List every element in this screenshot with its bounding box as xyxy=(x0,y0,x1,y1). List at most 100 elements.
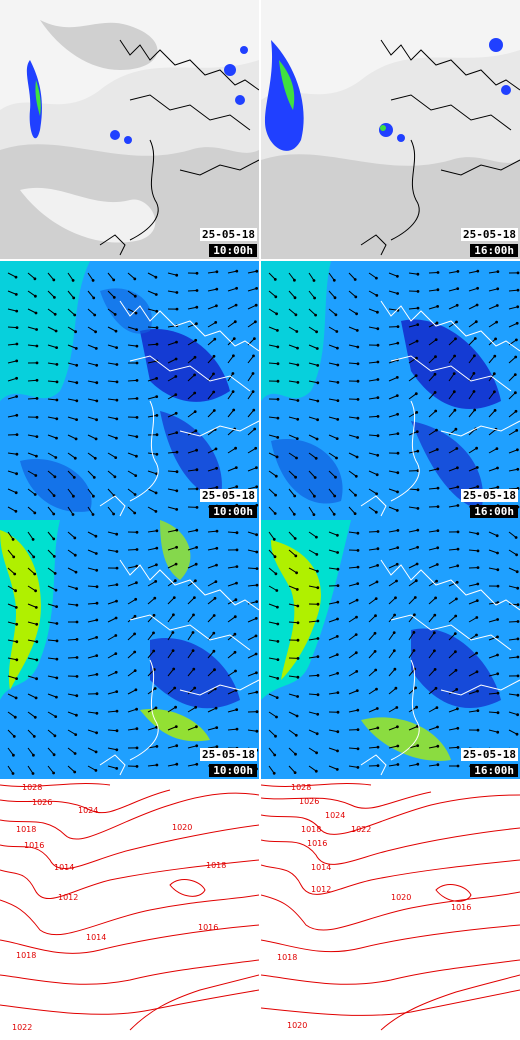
wind-arrow xyxy=(147,488,157,494)
wind-arrow xyxy=(47,567,56,574)
wind-arrow xyxy=(227,633,236,641)
wind-arrow xyxy=(187,449,197,454)
wind-arrow xyxy=(167,432,177,436)
wind-arrow xyxy=(47,639,58,642)
wind-arrow-head xyxy=(34,311,38,315)
wind-arrow xyxy=(7,396,17,400)
wind-arrow-head xyxy=(95,601,99,605)
wind-arrow xyxy=(428,614,436,623)
wind-arrow xyxy=(207,547,217,551)
wind-arrow-head xyxy=(174,375,178,378)
wind-arrow-head xyxy=(415,411,419,414)
wind-arrow-head xyxy=(92,494,95,498)
wind-arrow xyxy=(207,448,217,454)
forecast-date-label: 25-05-18 xyxy=(461,228,518,241)
wind-arrow-head xyxy=(276,416,280,420)
isobar-label: 1012 xyxy=(311,885,331,894)
wind-arrow-head xyxy=(475,599,479,602)
wind-arrow-head xyxy=(296,381,300,384)
wind-arrow-head xyxy=(195,468,199,472)
wind-arrow xyxy=(207,410,215,418)
wind-arrow-head xyxy=(392,649,396,653)
wind-arrow xyxy=(508,656,518,659)
wind-arrow-head xyxy=(472,390,476,393)
wind-arrow xyxy=(328,416,338,420)
wind-arrow xyxy=(388,272,398,277)
wind-arrow xyxy=(328,729,338,733)
wind-arrow-head xyxy=(436,725,439,729)
wind-arrow xyxy=(47,434,57,439)
wind-arrow-head xyxy=(516,288,520,292)
wind-arrow-head xyxy=(376,547,380,551)
wind-arrow xyxy=(508,392,516,400)
wind-arrow-head xyxy=(376,745,380,749)
wind-arrow-head xyxy=(192,667,196,671)
wind-arrow xyxy=(288,470,296,478)
wind-arrow xyxy=(107,691,117,695)
wind-arrow-head xyxy=(455,688,459,691)
wind-arrow-head xyxy=(496,568,500,572)
wind-arrow-head xyxy=(296,695,299,698)
wind-arrow xyxy=(488,619,498,623)
wind-arrow-head xyxy=(115,709,119,713)
wind-arrow xyxy=(167,376,177,382)
panel-divider xyxy=(259,0,261,1040)
wind-arrow xyxy=(227,287,237,292)
wind-arrow xyxy=(308,585,318,589)
forecast-time-label: 10:00h xyxy=(209,505,257,518)
wind-arrow xyxy=(187,430,197,436)
wind-arrow xyxy=(328,765,338,770)
wind-arrow-head xyxy=(255,567,259,570)
wind-arrow-head xyxy=(496,270,500,274)
satellite-map xyxy=(261,0,520,259)
satellite-map xyxy=(0,0,259,259)
wind-arrow-head xyxy=(435,563,439,566)
wind-arrow xyxy=(368,688,377,695)
wind-arrow xyxy=(328,434,338,440)
wind-arrow xyxy=(468,304,478,310)
wind-arrow-head xyxy=(472,372,476,375)
wind-arrow-head xyxy=(91,513,95,516)
wind-arrow-head xyxy=(376,378,380,381)
wind-arrow xyxy=(308,362,318,366)
wind-arrow xyxy=(67,398,77,402)
wind-arrow xyxy=(408,307,419,310)
wind-arrow-head xyxy=(516,586,520,590)
wind-arrow xyxy=(187,323,197,328)
wind-arrow-head xyxy=(231,372,235,375)
wind-arrow-head xyxy=(276,677,280,680)
wind-arrow xyxy=(87,290,95,299)
wind-arrow-head xyxy=(75,363,79,367)
wind-arrow-head xyxy=(395,509,399,512)
wind-arrow xyxy=(368,746,379,749)
wind-arrow xyxy=(448,727,458,731)
wind-arrow xyxy=(187,411,196,418)
wind-arrow-head xyxy=(232,337,236,340)
wind-arrow-head xyxy=(416,744,420,748)
wind-arrow-head xyxy=(376,360,380,364)
wind-arrow xyxy=(448,548,459,551)
wind-arrow xyxy=(87,567,97,571)
isobar-label: 1016 xyxy=(24,841,44,850)
wind-arrow xyxy=(27,675,37,680)
wind-arrow-head xyxy=(74,347,78,350)
wind-arrow-head xyxy=(232,354,235,358)
wind-arrow xyxy=(368,581,378,587)
wind-arrow-head xyxy=(193,596,196,599)
wind-arrow-head xyxy=(135,328,139,331)
wind-arrow xyxy=(87,531,97,537)
wind-arrow xyxy=(207,429,216,436)
wind-arrow xyxy=(508,322,518,328)
wind-arrow-head xyxy=(254,652,258,656)
wind-arrow xyxy=(308,506,315,515)
wind-arrow-head xyxy=(14,491,18,495)
wind-arrow-head xyxy=(15,433,19,437)
wind-gust-map xyxy=(0,520,259,779)
wind-arrow-head xyxy=(115,729,119,733)
wind-arrow-head xyxy=(75,620,79,624)
wind-arrow xyxy=(147,272,157,278)
wind-arrow-head xyxy=(453,354,457,358)
wind-arrow xyxy=(227,709,237,713)
wind-arrow-head xyxy=(435,579,439,583)
wind-arrow xyxy=(87,488,94,497)
